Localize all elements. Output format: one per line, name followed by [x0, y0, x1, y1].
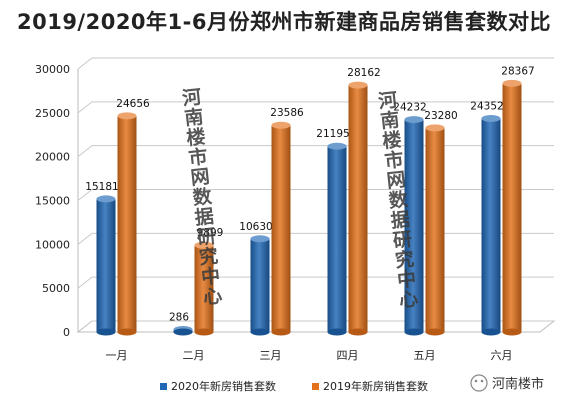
- wechat-icon: [470, 374, 488, 392]
- data-label: 23280: [424, 110, 457, 122]
- y-tick-label: 0: [63, 326, 70, 339]
- y-tick-label: 15000: [35, 195, 70, 208]
- bar-二月-2019年新房销售套数: [194, 241, 214, 336]
- data-label: 24232: [393, 102, 426, 114]
- bar-bottom: [250, 328, 270, 336]
- data-label: 24352: [470, 101, 503, 113]
- bar-top: [327, 142, 347, 150]
- gridline: [77, 57, 554, 70]
- bar-top: [117, 112, 137, 120]
- bar-三月-2019年新房销售套数: [271, 121, 291, 336]
- gridline: [77, 189, 554, 201]
- bar-bottom: [425, 328, 445, 336]
- gridline: [77, 232, 554, 245]
- bar-body: [96, 198, 116, 332]
- bar-top: [404, 116, 424, 124]
- bar-bottom: [404, 328, 424, 336]
- watermark-left: 河南楼市网数据研究中心: [181, 86, 224, 309]
- bar-top: [271, 121, 291, 129]
- bar-一月-2019年新房销售套数: [117, 112, 137, 336]
- brand-logo: [470, 374, 488, 392]
- bar-四月-2020年新房销售套数: [327, 142, 347, 336]
- bar-bottom: [271, 328, 291, 336]
- x-tick-label: 四月: [337, 349, 359, 362]
- watermark-text: 河南楼市网数据研究中心: [181, 86, 224, 309]
- gridline: [77, 145, 554, 158]
- x-tick-label: 二月: [183, 349, 205, 362]
- y-tick-label: 20000: [35, 151, 70, 164]
- bar-body: [481, 118, 501, 332]
- bar-body: [348, 85, 368, 333]
- data-label: 28367: [501, 65, 534, 77]
- watermark-text: 河南楼市网数据研究中心: [377, 89, 420, 312]
- x-tick-label: 五月: [414, 349, 436, 362]
- chart-title: 2019/2020年1-6月份郑州市新建商品房销售套数对比: [16, 10, 551, 34]
- y-tick-label: 25000: [35, 107, 70, 120]
- y-tick-label: 10000: [35, 238, 70, 251]
- gridline: [77, 276, 554, 289]
- bar-bottom: [194, 328, 214, 336]
- bar-body: [327, 146, 347, 332]
- bar-bottom: [327, 328, 347, 336]
- bar-body: [425, 127, 445, 332]
- data-label: 24656: [116, 98, 150, 110]
- legend-label: 2019年新房销售套数: [323, 379, 428, 393]
- bar-body: [250, 238, 270, 332]
- data-label: 15181: [85, 181, 118, 193]
- bar-五月-2019年新房销售套数: [425, 124, 445, 336]
- brand-text: 河南楼市: [492, 376, 544, 392]
- bar-body: [271, 125, 291, 332]
- data-label: 28162: [347, 67, 380, 79]
- y-tick-label: 30000: [35, 63, 70, 76]
- bar-top: [425, 124, 445, 132]
- legend-swatch: [312, 383, 319, 390]
- bar-top: [194, 241, 214, 249]
- bar-body: [194, 245, 214, 332]
- bar-一月-2020年新房销售套数: [96, 195, 116, 336]
- data-label: 21195: [316, 128, 349, 140]
- data-label: 10630: [239, 221, 272, 233]
- bar-top: [502, 79, 522, 87]
- bar-top: [348, 81, 368, 89]
- bar-六月-2019年新房销售套数: [502, 79, 522, 336]
- legend-swatch: [160, 383, 167, 390]
- gridline: [77, 320, 554, 333]
- bar-bottom: [96, 328, 116, 336]
- bar-top: [481, 115, 501, 123]
- bar-bottom: [348, 328, 368, 336]
- bar-top: [96, 195, 116, 203]
- bar-bottom: [117, 328, 137, 336]
- bar-五月-2020年新房销售套数: [404, 116, 424, 336]
- bar-三月-2020年新房销售套数: [250, 235, 270, 336]
- data-label: 23586: [270, 107, 304, 119]
- x-tick-label: 六月: [491, 349, 513, 362]
- data-label: 9899: [197, 227, 224, 239]
- legend-label: 2020年新房销售套数: [171, 379, 276, 393]
- bar-二月-2020年新房销售套数: [173, 325, 193, 336]
- bar-六月-2020年新房销售套数: [481, 115, 501, 336]
- bar-bottom: [173, 328, 193, 336]
- bar-body: [502, 83, 522, 332]
- bar-body: [404, 119, 424, 332]
- bar-四月-2019年新房销售套数: [348, 81, 368, 336]
- watermark-right: 河南楼市网数据研究中心: [377, 89, 420, 312]
- data-label: 286: [169, 311, 189, 323]
- bar-top: [250, 235, 270, 243]
- y-tick-label: 5000: [42, 282, 70, 295]
- bar-body: [117, 115, 137, 333]
- x-tick-label: 三月: [260, 349, 282, 362]
- bar-bottom: [502, 328, 522, 336]
- gridline: [77, 101, 554, 114]
- x-tick-label: 一月: [106, 349, 128, 362]
- bar-bottom: [481, 328, 501, 336]
